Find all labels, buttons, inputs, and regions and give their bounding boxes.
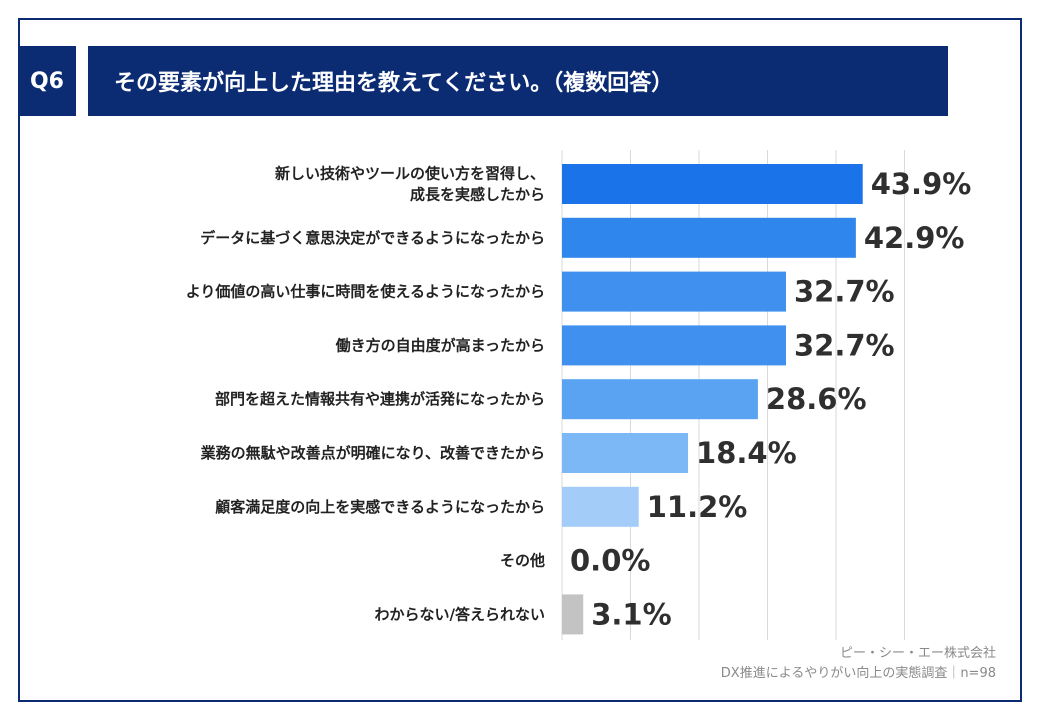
bar [562, 217, 856, 258]
value-label: 32.7% [794, 275, 895, 309]
category-label: 新しい技術やツールの使い方を習得し、 [275, 165, 545, 183]
question-title-text: その要素が向上した理由を教えてください。（複数回答） [114, 71, 674, 96]
survey-info: DX推進によるやりがい向上の実態調査｜n=98 [720, 666, 996, 681]
source-credit: ピー・シー・エー株式会社 DX推進によるやりがい向上の実態調査｜n=98 [721, 644, 996, 684]
bar [562, 594, 584, 635]
bar [562, 379, 758, 420]
value-label: 43.9% [871, 167, 972, 201]
bar [562, 325, 786, 366]
bars [562, 164, 863, 635]
category-labels: 新しい技術やツールの使い方を習得し、成長を実感したからデータに基づく意思決定がで… [186, 165, 545, 624]
category-label: 働き方の自由度が高まったから [335, 336, 545, 354]
value-label: 11.2% [647, 490, 748, 524]
value-label: 18.4% [696, 436, 797, 470]
category-label: 業務の無駄や改善点が明確になり、改善できたから [200, 444, 545, 462]
value-labels: 43.9% 42.9% 32.7% 32.7% 28.6% 18.4% 11.2% 0.0% 3… [570, 167, 971, 631]
category-label: わからない/答えられない [375, 605, 545, 623]
value-label: 42.9% [864, 221, 965, 255]
bar [562, 433, 689, 473]
category-label: 成長を実感したから [410, 186, 545, 204]
category-label: 部門を超えた情報共有や連携が活発になったから [215, 390, 545, 408]
category-label: その他 [500, 552, 545, 570]
question-title: その要素が向上した理由を教えてください。（複数回答） [88, 46, 948, 116]
bar [562, 271, 786, 312]
category-label: データに基づく意思決定ができるようになったから [200, 229, 545, 247]
value-label: 3.1% [591, 597, 671, 631]
category-label: 顧客満足度の向上を実感できるようになったから [215, 498, 545, 516]
category-label: より価値の高い仕事に時間を使えるようになったから [186, 283, 545, 301]
value-label: 32.7% [794, 328, 895, 362]
company-name: ピー・シー・エー株式会社 [839, 646, 996, 661]
value-label: 0.0% [570, 544, 650, 578]
bar [562, 164, 863, 204]
chart-frame [18, 18, 1022, 702]
question-number-badge: Q6 [18, 46, 76, 116]
bar [562, 486, 639, 527]
value-label: 28.6% [766, 382, 867, 416]
